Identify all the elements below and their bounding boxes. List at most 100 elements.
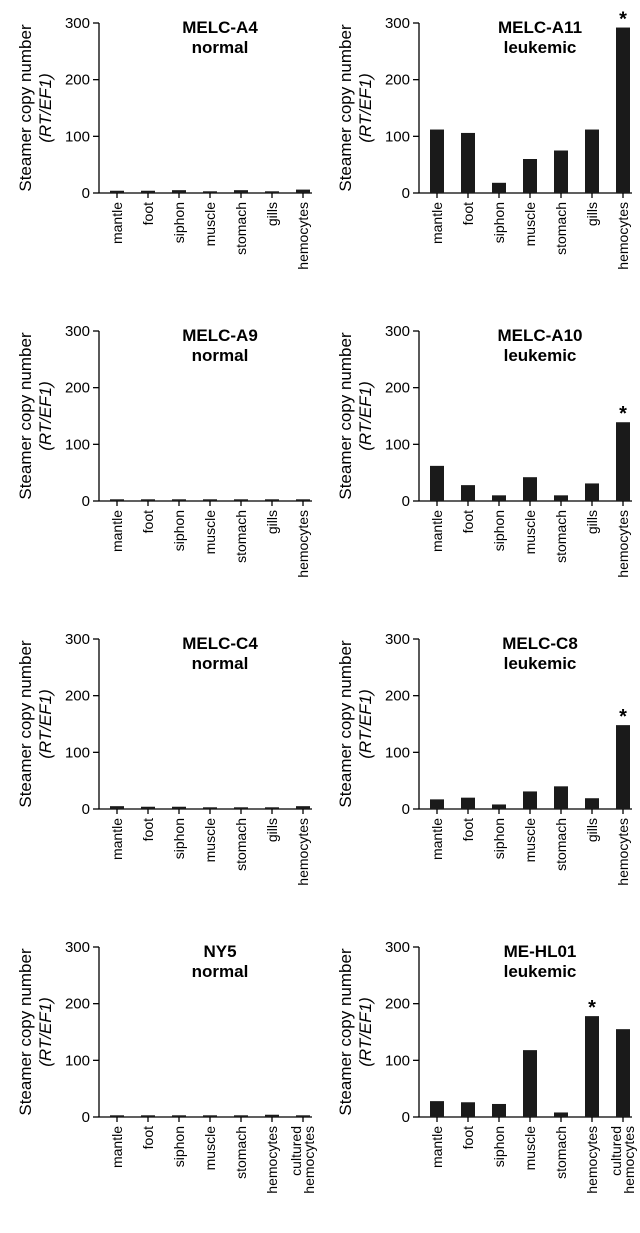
chart-title: ME-HL01	[504, 942, 577, 961]
bar-muscle	[523, 159, 537, 193]
bar-siphon	[492, 1103, 506, 1117]
x-tick-label: mantle	[429, 1126, 445, 1168]
bar-muscle	[523, 477, 537, 501]
y-tick-label: 300	[385, 939, 410, 956]
x-tick-label: hemocytes	[295, 818, 311, 886]
bar-siphon	[172, 190, 186, 193]
y-axis-label-sub: (RT/EF1)	[36, 381, 55, 451]
bar-foot	[461, 132, 475, 193]
x-tick-label: muscle	[522, 510, 538, 555]
x-tick-label: stomach	[553, 202, 569, 255]
y-axis-label: Steamer copy number	[16, 332, 35, 500]
bar-gills	[585, 483, 599, 501]
x-tick-label: muscle	[202, 1126, 218, 1171]
y-tick-label: 100	[65, 128, 90, 145]
bar-hemocytes	[585, 1016, 599, 1117]
x-tick-label: muscle	[522, 818, 538, 863]
x-tick-label: culturedhemocytes	[608, 1126, 637, 1194]
x-tick-label: stomach	[553, 510, 569, 563]
x-tick-label: muscle	[522, 1126, 538, 1171]
chart-subtitle: normal	[192, 962, 249, 981]
chart-title: MELC-A11	[498, 18, 582, 37]
bar-chart: Steamer copy number (RT/EF1) 0 100 200 300 MEL…	[16, 15, 312, 270]
y-tick-label: 300	[65, 631, 90, 648]
significance-marker: *	[619, 9, 627, 31]
y-tick-label: 200	[65, 996, 90, 1013]
chart-subtitle: leukemic	[504, 38, 577, 57]
x-tick-label: siphon	[491, 1126, 507, 1167]
bar-muscle	[203, 807, 217, 809]
chart-subtitle: normal	[192, 346, 249, 365]
x-tick-label: hemocytes	[615, 202, 631, 270]
y-axis-label-sub: (RT/EF1)	[356, 689, 375, 759]
y-tick-label: 0	[82, 185, 90, 202]
bar-foot	[461, 1102, 475, 1117]
y-tick-label: 100	[385, 1052, 410, 1069]
significance-marker: *	[619, 706, 627, 728]
bar-stomach	[234, 807, 248, 809]
bar-mantle	[110, 1115, 124, 1117]
bar-hemocytes	[296, 499, 310, 501]
x-tick-label: siphon	[491, 510, 507, 551]
x-tick-label: mantle	[429, 818, 445, 860]
x-tick-label: siphon	[171, 510, 187, 551]
significance-marker: *	[588, 997, 596, 1019]
x-tick-label: mantle	[109, 818, 125, 860]
chart-panel: Steamer copy number (RT/EF1) 0 100 200 300 ME-…	[320, 924, 640, 1214]
bar-stomach	[554, 150, 568, 193]
x-tick-label: hemocytes	[615, 510, 631, 578]
y-tick-label: 100	[65, 1052, 90, 1069]
chart-title: MELC-A4	[182, 18, 258, 37]
bar-chart: Steamer copy number (RT/EF1) 0 100 200 300 NY5…	[16, 939, 317, 1194]
bar-siphon	[172, 1115, 186, 1117]
x-tick-label: foot	[460, 1126, 476, 1149]
y-tick-label: 100	[65, 744, 90, 761]
bar-gills	[265, 499, 279, 501]
y-axis-label-sub: (RT/EF1)	[36, 689, 55, 759]
y-tick-label: 0	[402, 1109, 410, 1126]
x-tick-label: muscle	[202, 510, 218, 555]
y-tick-label: 300	[65, 15, 90, 32]
bar-mantle	[110, 499, 124, 501]
bar-muscle	[523, 1050, 537, 1117]
bar-foot	[141, 806, 155, 809]
y-tick-label: 200	[385, 688, 410, 705]
chart-panel: Steamer copy number (RT/EF1) 0 100 200 300 MEL…	[0, 616, 320, 906]
x-tick-label: foot	[140, 818, 156, 841]
bar-siphon	[172, 499, 186, 501]
chart-subtitle: normal	[192, 654, 249, 673]
y-axis-label: Steamer copy number	[336, 948, 355, 1116]
x-tick-label: siphon	[171, 818, 187, 859]
x-tick-label: foot	[140, 1126, 156, 1149]
bar-mantle	[430, 465, 444, 501]
chart-subtitle: leukemic	[504, 346, 577, 365]
bar-mantle	[110, 190, 124, 193]
x-tick-label: stomach	[233, 818, 249, 871]
x-tick-label: siphon	[491, 202, 507, 243]
chart-panel: Steamer copy number (RT/EF1) 0 100 200 300 MEL…	[0, 0, 320, 290]
y-tick-label: 300	[65, 323, 90, 340]
y-tick-label: 200	[385, 380, 410, 397]
y-axis-label-sub: (RT/EF1)	[356, 73, 375, 143]
chart-title: MELC-A10	[497, 326, 582, 345]
chart-panel: Steamer copy number (RT/EF1) 0 100 200 300 MEL…	[0, 308, 320, 598]
chart-panel: Steamer copy number (RT/EF1) 0 100 200 300 MEL…	[320, 0, 640, 290]
bar-gills	[585, 129, 599, 193]
bar-foot	[141, 190, 155, 193]
x-tick-label: foot	[460, 202, 476, 225]
y-axis-label-sub: (RT/EF1)	[36, 997, 55, 1067]
bar-foot	[461, 485, 475, 501]
y-tick-label: 0	[82, 1109, 90, 1126]
x-tick-label: siphon	[171, 1126, 187, 1167]
x-tick-label: hemocytes	[295, 202, 311, 270]
bar-hemocytes	[265, 1114, 279, 1117]
y-tick-label: 0	[82, 493, 90, 510]
x-tick-label: foot	[460, 510, 476, 533]
x-tick-label: stomach	[553, 1126, 569, 1179]
bar-hemocytes	[296, 189, 310, 193]
x-tick-label: foot	[140, 202, 156, 225]
y-tick-label: 300	[385, 631, 410, 648]
y-tick-label: 0	[402, 801, 410, 818]
x-tick-label: stomach	[553, 818, 569, 871]
bar-chart: Steamer copy number (RT/EF1) 0 100 200 300 MEL…	[16, 323, 312, 578]
